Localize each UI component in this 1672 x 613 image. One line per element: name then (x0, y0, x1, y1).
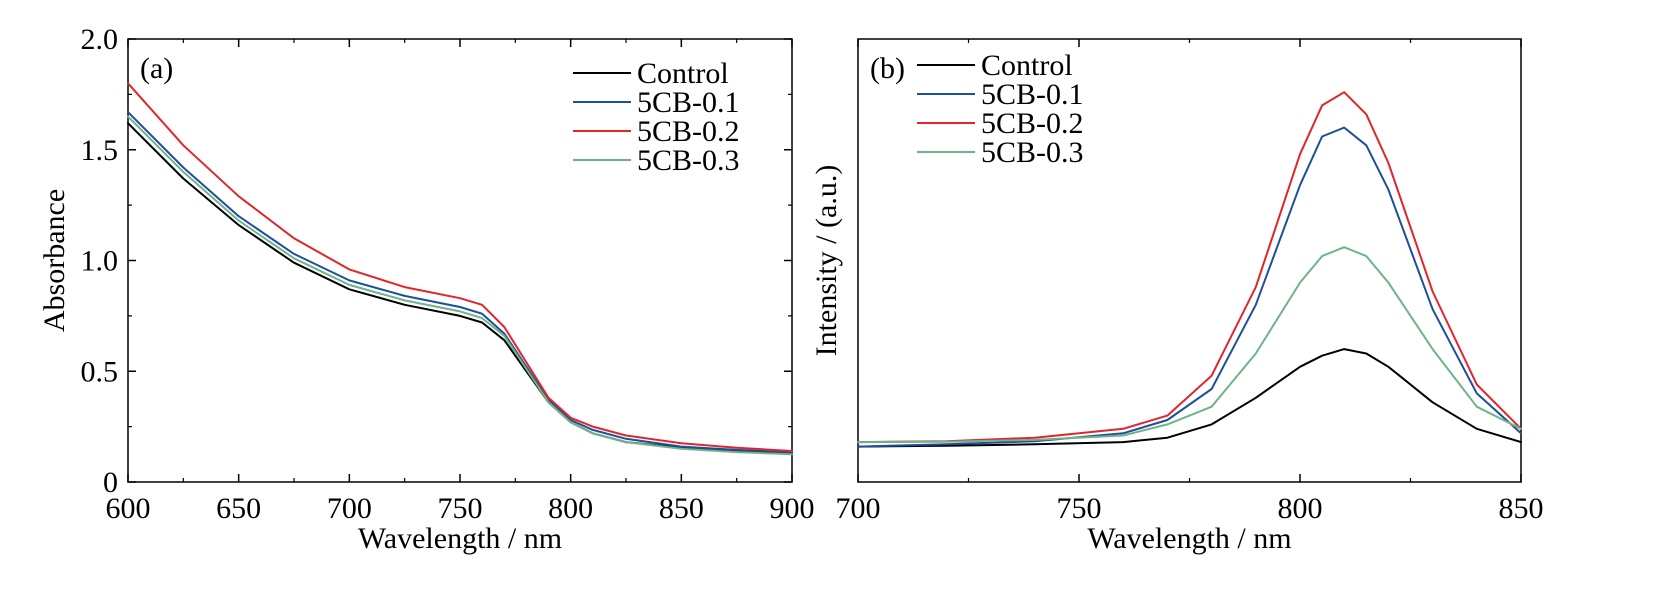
x-tick-label: 850 (659, 492, 704, 525)
panel-label: (a) (140, 52, 173, 85)
series-line-5cb-0-2 (127, 82, 793, 452)
legend-label: Control (981, 49, 1073, 82)
series-line-5cb-0-3 (857, 246, 1522, 444)
x-tick-label: 800 (548, 492, 593, 525)
y-tick-label: 0 (103, 466, 118, 499)
x-tick-label: 800 (1278, 492, 1323, 525)
y-tick-label: 2.0 (81, 23, 119, 56)
y-tick-label: 1.0 (81, 245, 119, 278)
legend-label: Control (637, 57, 729, 90)
series-line-5cb-0-1 (127, 111, 793, 454)
x-tick-label: 900 (770, 492, 815, 525)
x-tick-label: 600 (106, 492, 151, 525)
series-line-5cb-0-3 (127, 115, 793, 456)
chart-panel-b: 700 750 800 850 Wavelength / nm Intensity / (… (810, 38, 1544, 555)
x-axis-label: Wavelength / nm (1087, 522, 1291, 555)
panel-label: (b) (870, 52, 905, 85)
series-line-5cb-0-1 (857, 126, 1522, 448)
y-axis-label: Absorbance (38, 189, 71, 332)
series-line-5cb-0-2 (857, 91, 1522, 444)
x-axis-label: Wavelength / nm (358, 522, 562, 555)
legend-label: 5CB-0.3 (981, 136, 1084, 169)
legend-label: 5CB-0.2 (637, 115, 740, 148)
x-tick-label: 750 (438, 492, 483, 525)
legend-label: 5CB-0.2 (981, 107, 1084, 140)
y-tick-label: 0.5 (81, 355, 119, 388)
legend-label: 5CB-0.1 (981, 78, 1084, 111)
y-axis-label: Intensity / (a.u.) (810, 165, 843, 357)
series-line-control (857, 348, 1522, 448)
legend-label: 5CB-0.1 (637, 86, 740, 119)
y-tick-label: 1.5 (81, 134, 119, 167)
x-tick-label: 750 (1057, 492, 1102, 525)
x-tick-label: 850 (1499, 492, 1544, 525)
chart-panel-a: 600 650 700 750 800 850 900 0 0.5 1.0 1.5 2.0 Wavele… (38, 23, 815, 555)
x-tick-label: 650 (216, 492, 261, 525)
legend-label: 5CB-0.3 (637, 144, 740, 177)
x-tick-label: 700 (836, 492, 881, 525)
x-tick-label: 700 (327, 492, 372, 525)
